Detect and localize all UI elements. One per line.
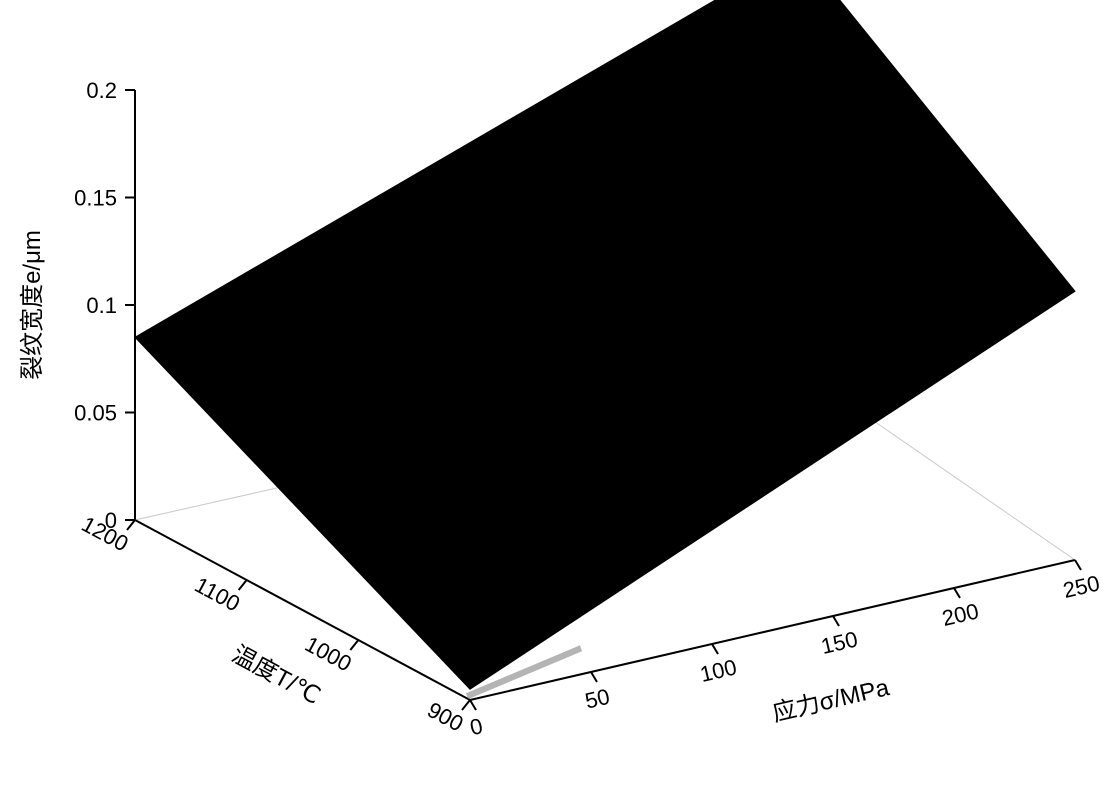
svg-text:0.05: 0.05 (74, 401, 117, 426)
chart-svg: 00.050.10.150.2裂纹宽度e/μm900100011001200温度… (0, 0, 1115, 786)
svg-text:1000: 1000 (301, 631, 356, 676)
svg-text:1100: 1100 (191, 572, 245, 616)
svg-text:0.2: 0.2 (86, 78, 117, 103)
svg-text:250: 250 (1061, 570, 1102, 603)
svg-text:0.1: 0.1 (86, 293, 117, 318)
svg-text:900: 900 (423, 697, 467, 736)
z-axis-label: 裂纹宽度e/μm (19, 230, 46, 380)
svg-text:50: 50 (583, 684, 612, 714)
svg-text:100: 100 (698, 654, 739, 687)
y-axis-label: 应力σ/MPa (770, 674, 892, 727)
svg-text:0: 0 (468, 713, 486, 740)
svg-text:150: 150 (819, 626, 860, 659)
chart-3d-surface: 00.050.10.150.2裂纹宽度e/μm900100011001200温度… (0, 0, 1115, 786)
svg-text:0.15: 0.15 (74, 186, 117, 211)
svg-text:200: 200 (940, 598, 981, 631)
surface-plane (135, 0, 1075, 689)
